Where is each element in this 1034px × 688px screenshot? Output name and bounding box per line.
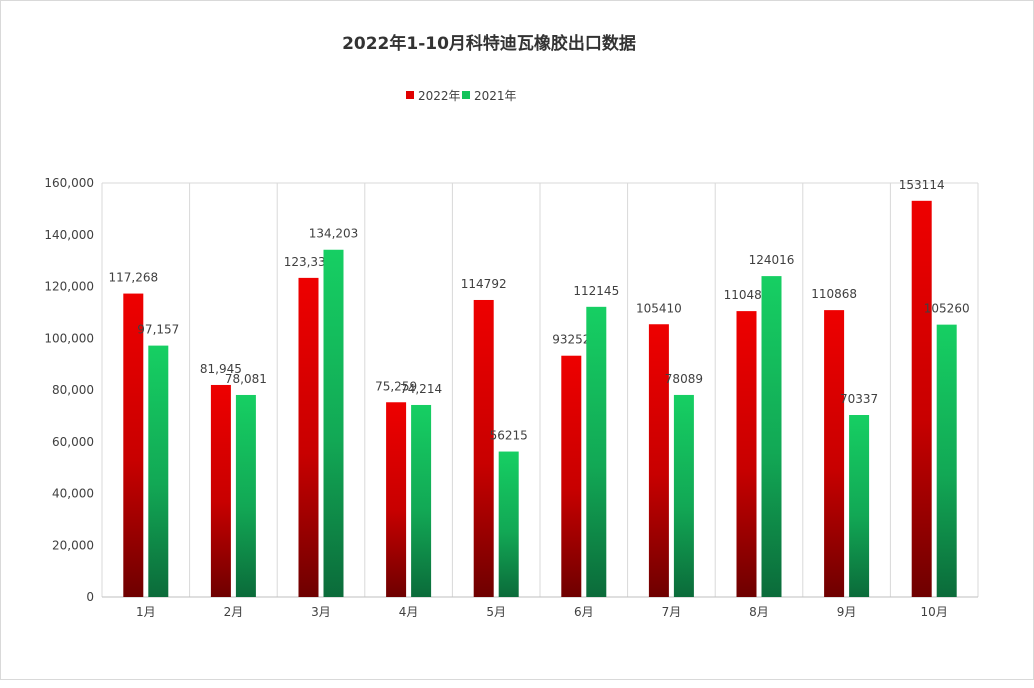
x-tick-label: 9月: [837, 605, 857, 619]
data-label: 105410: [636, 301, 682, 315]
x-tick-label: 1月: [136, 605, 156, 619]
data-label: 114792: [461, 277, 507, 291]
bar-2022: [561, 355, 582, 597]
bar-2021: [323, 249, 344, 597]
bar-2022: [210, 384, 231, 597]
data-label: 70337: [840, 392, 878, 406]
bar-2022: [824, 310, 845, 597]
x-tick-label: 8月: [749, 605, 769, 619]
data-label: 81,945: [200, 362, 242, 376]
data-label: 74,214: [400, 382, 442, 396]
legend-label-2022: 2022年: [418, 89, 461, 103]
data-label: 93252: [552, 333, 590, 347]
y-tick-label: 40,000: [52, 487, 94, 501]
bar-2022: [123, 293, 144, 597]
legend-swatch-2022: [406, 91, 414, 99]
data-label: 110868: [811, 287, 857, 301]
legend-label-2021: 2021年: [474, 89, 517, 103]
bar-2021: [498, 451, 519, 597]
bar-2021: [936, 324, 957, 597]
data-label: 117,268: [108, 271, 158, 285]
bar-2022: [911, 200, 932, 598]
y-tick-label: 160,000: [44, 176, 94, 190]
bar-2022: [648, 324, 669, 597]
x-tick-label: 2月: [224, 605, 244, 619]
data-label: 123,331: [284, 255, 334, 269]
bar-2021: [148, 345, 169, 597]
y-tick-label: 120,000: [44, 280, 94, 294]
y-tick-label: 0: [86, 590, 94, 604]
legend-swatch-2021: [462, 91, 470, 99]
chart-title: 2022年1-10月科特迪瓦橡胶出口数据: [342, 33, 636, 54]
plot-area: 0 20,000 40,000 60,000 80,000 100,000 120,000 1…: [44, 176, 979, 619]
bar-2022: [736, 311, 757, 597]
bar-2022: [386, 402, 407, 597]
x-tick-label: 5月: [486, 605, 506, 619]
data-label: 97,157: [137, 323, 179, 337]
data-label: 112145: [573, 284, 619, 298]
x-tick-label: 10月: [921, 605, 948, 619]
data-label: 56215: [490, 429, 528, 443]
x-tick-label: 4月: [399, 605, 419, 619]
x-tick-label: 3月: [311, 605, 331, 619]
data-label: 110487: [724, 288, 770, 302]
bar-2021: [673, 394, 694, 597]
x-tick-label: 7月: [662, 605, 682, 619]
y-tick-label: 80,000: [52, 383, 94, 397]
bar-2021: [849, 415, 870, 597]
bar-2021: [235, 394, 256, 597]
data-label: 153114: [899, 178, 945, 192]
bar-2021: [411, 404, 432, 597]
data-label: 124016: [749, 253, 795, 267]
y-tick-label: 60,000: [52, 435, 94, 449]
bar-2022: [298, 277, 319, 597]
y-tick-label: 100,000: [44, 331, 94, 345]
data-label: 134,203: [309, 227, 359, 241]
y-tick-label: 140,000: [44, 228, 94, 242]
data-label: 78,081: [225, 372, 267, 386]
bar-2022: [473, 299, 494, 597]
bar-2021: [761, 276, 782, 597]
bar-2021: [586, 306, 607, 597]
data-label: 105260: [924, 302, 970, 316]
legend: 2022年 2021年: [406, 89, 517, 103]
data-label: 78089: [665, 372, 703, 386]
y-tick-label: 20,000: [52, 538, 94, 552]
x-tick-label: 6月: [574, 605, 594, 619]
data-label: 75,259: [375, 379, 417, 393]
